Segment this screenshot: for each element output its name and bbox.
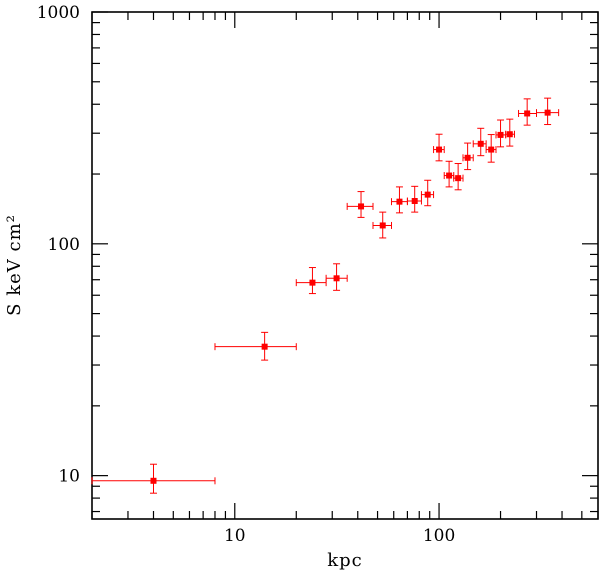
data-point	[325, 263, 348, 291]
data-point	[536, 97, 560, 126]
point-marker	[333, 275, 340, 282]
point-marker	[358, 203, 365, 210]
data-point	[295, 267, 327, 295]
point-marker	[424, 191, 431, 198]
data-point	[495, 119, 507, 148]
point-marker	[506, 131, 513, 138]
point-marker	[411, 198, 418, 205]
data-point	[472, 127, 487, 157]
point-marker	[150, 477, 157, 484]
data-point	[420, 179, 435, 207]
data-point	[518, 98, 538, 126]
point-marker	[396, 198, 403, 205]
data-point	[485, 134, 497, 163]
x-tick-label: 10	[224, 526, 246, 546]
data-point	[372, 211, 392, 239]
axis-ticks	[91, 11, 599, 519]
data-point	[505, 118, 515, 147]
point-marker	[488, 146, 495, 153]
point-marker	[544, 109, 551, 116]
point-marker	[455, 175, 462, 182]
data-point	[462, 142, 474, 171]
point-marker	[524, 110, 531, 117]
point-marker	[446, 172, 453, 179]
point-marker	[309, 279, 316, 286]
point-marker	[261, 343, 268, 350]
data-point	[390, 186, 408, 214]
data-point	[406, 185, 422, 213]
data-point	[453, 163, 464, 191]
point-marker	[464, 154, 471, 161]
data-point	[433, 133, 445, 162]
point-marker	[497, 131, 504, 138]
data-point	[346, 191, 374, 218]
y-axis-label: S keV cm²	[4, 214, 25, 316]
y-tick-label: 1000	[37, 3, 80, 23]
point-marker	[436, 146, 443, 153]
data-points	[91, 97, 560, 494]
x-tick-label: 100	[423, 526, 455, 546]
plot-frame	[91, 11, 599, 520]
y-tick-label: 100	[48, 235, 80, 255]
data-point	[214, 331, 297, 361]
point-marker	[379, 222, 386, 229]
data-point	[443, 160, 455, 188]
tick-labels: 10 100 10 100 1000	[37, 3, 456, 546]
x-axis-label: kpc	[327, 550, 363, 571]
y-tick-label: 10	[58, 467, 80, 487]
point-marker	[477, 140, 484, 147]
data-point	[91, 463, 216, 494]
